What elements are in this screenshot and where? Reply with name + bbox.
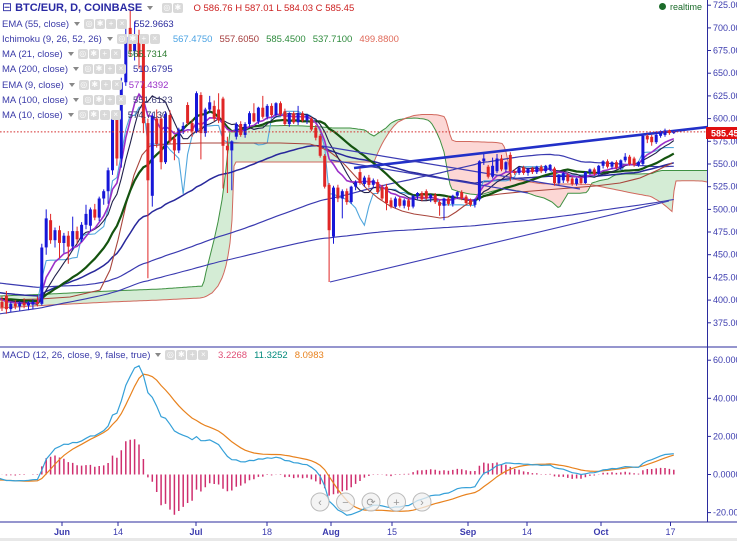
- svg-text:600.00: 600.00: [713, 114, 737, 124]
- svg-text:17: 17: [665, 527, 675, 537]
- svg-text:375.00: 375.00: [713, 318, 737, 328]
- svg-text:60.0000: 60.0000: [713, 355, 737, 365]
- svg-text:›: ›: [420, 497, 424, 509]
- svg-text:500.00: 500.00: [713, 204, 737, 214]
- svg-text:550.00: 550.00: [713, 159, 737, 169]
- svg-text:575.00: 575.00: [713, 136, 737, 146]
- svg-text:14: 14: [113, 527, 123, 537]
- svg-text:475.00: 475.00: [713, 227, 737, 237]
- svg-text:425.00: 425.00: [713, 272, 737, 282]
- svg-text:14: 14: [522, 527, 532, 537]
- svg-text:+: +: [393, 497, 399, 509]
- svg-text:625.00: 625.00: [713, 91, 737, 101]
- svg-text:‹: ‹: [318, 497, 322, 509]
- svg-text:450.00: 450.00: [713, 250, 737, 260]
- svg-text:650.00: 650.00: [713, 68, 737, 78]
- svg-text:18: 18: [262, 527, 272, 537]
- svg-text:585.45: 585.45: [711, 128, 737, 138]
- svg-text:Jul: Jul: [189, 527, 202, 537]
- svg-text:Jun: Jun: [54, 527, 70, 537]
- svg-text:−: −: [342, 497, 348, 509]
- svg-text:400.00: 400.00: [713, 295, 737, 305]
- svg-text:15: 15: [387, 527, 397, 537]
- svg-text:675.00: 675.00: [713, 46, 737, 56]
- svg-text:525.00: 525.00: [713, 182, 737, 192]
- svg-text:700.00: 700.00: [713, 23, 737, 33]
- svg-text:20.0000: 20.0000: [713, 431, 737, 441]
- svg-text:⟳: ⟳: [366, 497, 375, 509]
- svg-text:725.00: 725.00: [713, 0, 737, 10]
- svg-text:Oct: Oct: [593, 527, 608, 537]
- svg-text:Sep: Sep: [460, 527, 477, 537]
- svg-text:Aug: Aug: [322, 527, 340, 537]
- svg-text:40.0000: 40.0000: [713, 393, 737, 403]
- svg-text:0.0000: 0.0000: [713, 470, 737, 480]
- svg-text:-20.000: -20.000: [713, 508, 737, 518]
